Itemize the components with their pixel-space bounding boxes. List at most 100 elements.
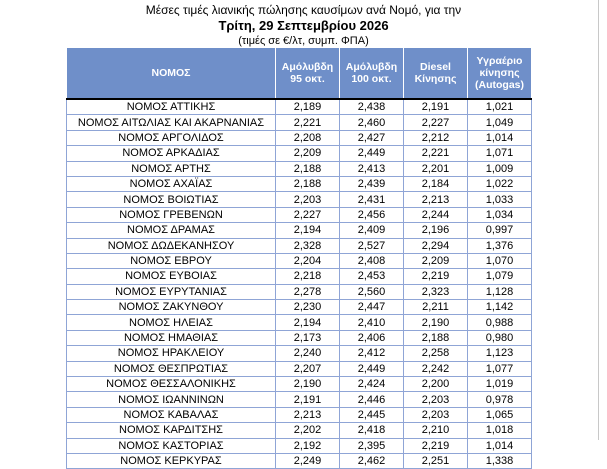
cell-unleaded-95: 2,202 [275,422,340,439]
cell-nomos: ΝΟΜΟΣ ΗΛΕΙΑΣ [66,314,276,331]
cell-diesel: 2,227 [403,114,468,131]
cell-unleaded-100: 2,447 [339,299,404,316]
fuel-prices-table: ΝΟΜΟΣ Αμόλυβδη 95 οκτ. Αμόλυβδη 100 οκτ.… [66,47,532,469]
cell-autogas: 1,034 [467,207,532,224]
cell-autogas: 1,021 [467,98,532,116]
cell-unleaded-95: 2,173 [275,330,340,347]
cell-diesel: 2,242 [403,361,468,378]
table-row: ΝΟΜΟΣ ΗΜΑΘΙΑΣ 2,173 2,406 2,188 0,980 [66,330,532,347]
cell-diesel: 2,210 [403,422,468,439]
table-row: ΝΟΜΟΣ ΕΒΡΟΥ 2,204 2,408 2,209 1,070 [66,253,532,270]
cell-autogas: 0,997 [467,222,532,239]
cell-diesel: 2,203 [403,391,468,408]
cell-unleaded-95: 2,209 [275,145,340,162]
cell-unleaded-95: 2,208 [275,130,340,147]
cell-diesel: 2,191 [403,98,468,116]
cell-autogas: 1,376 [467,238,532,254]
cell-unleaded-100: 2,449 [339,145,404,162]
cell-unleaded-100: 2,395 [339,438,404,454]
cell-diesel: 2,323 [403,284,468,301]
cell-unleaded-100: 2,446 [339,391,404,408]
cell-autogas: 1,142 [467,299,532,316]
cell-unleaded-95: 2,190 [275,376,340,393]
cell-diesel: 2,201 [403,161,468,177]
cell-nomos: ΝΟΜΟΣ ΖΑΚΥΝΘΟΥ [66,299,276,316]
table-row: ΝΟΜΟΣ ΚΑΒΑΛΑΣ 2,213 2,445 2,203 1,065 [66,407,532,424]
cell-nomos: ΝΟΜΟΣ ΑΡΤΗΣ [66,161,276,177]
cell-unleaded-95: 2,328 [275,238,340,254]
cell-unleaded-100: 2,410 [339,314,404,331]
cell-autogas: 1,070 [467,253,532,270]
cell-autogas: 1,079 [467,268,532,285]
cell-autogas: 1,022 [467,176,532,193]
table-row: ΝΟΜΟΣ ΙΩΑΝΝΙΝΩΝ 2,191 2,446 2,203 0,978 [66,391,532,408]
table-row: ΝΟΜΟΣ ΔΩΔΕΚΑΝΗΣΟΥ 2,328 2,527 2,294 1,376 [66,238,532,254]
table-row: ΝΟΜΟΣ ΚΕΡΚΥΡΑΣ 2,249 2,462 2,251 1,338 [66,453,532,469]
cell-diesel: 2,190 [403,314,468,331]
table-row: ΝΟΜΟΣ ΓΡΕΒΕΝΩΝ 2,227 2,456 2,244 1,034 [66,207,532,224]
cell-diesel: 2,244 [403,207,468,224]
cell-diesel: 2,294 [403,238,468,254]
cell-unleaded-100: 2,449 [339,361,404,378]
cell-diesel: 2,251 [403,453,468,469]
cell-nomos: ΝΟΜΟΣ ΑΡΚΑΔΙΑΣ [66,145,276,162]
table-row: ΝΟΜΟΣ ΑΡΚΑΔΙΑΣ 2,209 2,449 2,221 1,071 [66,145,532,162]
cell-nomos: ΝΟΜΟΣ ΗΡΑΚΛΕΙΟΥ [66,345,276,362]
cell-nomos: ΝΟΜΟΣ ΕΥΡΥΤΑΝΙΑΣ [66,284,276,301]
col-header-nomos: ΝΟΜΟΣ [66,47,276,100]
cell-unleaded-95: 2,192 [275,438,340,454]
cell-nomos: ΝΟΜΟΣ ΕΥΒΟΙΑΣ [66,268,276,285]
cell-unleaded-100: 2,408 [339,253,404,270]
title-units: (τιμές σε €/λτ, συμπ. ΦΠΑ) [238,35,369,47]
cell-unleaded-95: 2,194 [275,314,340,331]
col-header-autogas: Υγραέριο κίνησης (Autogas) [467,47,532,100]
cell-nomos: ΝΟΜΟΣ ΚΑΒΑΛΑΣ [66,407,276,424]
cell-nomos: ΝΟΜΟΣ ΚΑΡΔΙΤΣΗΣ [66,422,276,439]
cell-nomos: ΝΟΜΟΣ ΙΩΑΝΝΙΝΩΝ [66,391,276,408]
cell-unleaded-100: 2,560 [339,284,404,301]
cell-unleaded-95: 2,204 [275,253,340,270]
cell-nomos: ΝΟΜΟΣ ΑΡΓΟΛΙΔΟΣ [66,130,276,147]
table-row: ΝΟΜΟΣ ΚΑΣΤΟΡΙΑΣ 2,192 2,395 2,219 1,014 [66,438,532,454]
cell-nomos: ΝΟΜΟΣ ΔΡΑΜΑΣ [66,222,276,239]
cell-nomos: ΝΟΜΟΣ ΒΟΙΩΤΙΑΣ [66,191,276,208]
cell-diesel: 2,196 [403,222,468,239]
cell-unleaded-100: 2,409 [339,222,404,239]
cell-nomos: ΝΟΜΟΣ ΑΧΑΪΑΣ [66,176,276,193]
table-row: ΝΟΜΟΣ ΗΛΕΙΑΣ 2,194 2,410 2,190 0,988 [66,314,532,331]
cell-autogas: 1,014 [467,130,532,147]
cell-nomos: ΝΟΜΟΣ ΚΕΡΚΥΡΑΣ [66,453,276,469]
table-row: ΝΟΜΟΣ ΒΟΙΩΤΙΑΣ 2,203 2,431 2,213 1,033 [66,191,532,208]
cell-unleaded-95: 2,240 [275,345,340,362]
cell-autogas: 1,014 [467,438,532,454]
cell-diesel: 2,184 [403,176,468,193]
cell-unleaded-95: 2,188 [275,176,340,193]
cell-unleaded-100: 2,445 [339,407,404,424]
cell-diesel: 2,200 [403,376,468,393]
cell-unleaded-100: 2,427 [339,130,404,147]
cell-autogas: 1,009 [467,161,532,177]
cell-unleaded-100: 2,412 [339,345,404,362]
cell-nomos: ΝΟΜΟΣ ΑΤΤΙΚΗΣ [66,98,276,116]
cell-unleaded-95: 2,207 [275,361,340,378]
page-edge-divider [598,0,599,440]
table-body: ΝΟΜΟΣ ΑΤΤΙΚΗΣ 2,189 2,438 2,191 1,021 ΝΟΜΟΣ Α… [66,98,532,469]
cell-autogas: 1,077 [467,361,532,378]
cell-autogas: 1,071 [467,145,532,162]
cell-autogas: 1,338 [467,453,532,469]
cell-unleaded-95: 2,191 [275,391,340,408]
table-row: ΝΟΜΟΣ ΑΡΓΟΛΙΔΟΣ 2,208 2,427 2,212 1,014 [66,130,532,147]
cell-diesel: 2,219 [403,438,468,454]
table-row: ΝΟΜΟΣ ΚΑΡΔΙΤΣΗΣ 2,202 2,418 2,210 1,018 [66,422,532,439]
cell-unleaded-100: 2,527 [339,238,404,254]
cell-unleaded-95: 2,221 [275,114,340,131]
cell-unleaded-95: 2,189 [275,98,340,116]
cell-diesel: 2,211 [403,299,468,316]
table-row: ΝΟΜΟΣ ΕΥΡΥΤΑΝΙΑΣ 2,278 2,560 2,323 1,128 [66,284,532,301]
table-row: ΝΟΜΟΣ ΕΥΒΟΙΑΣ 2,218 2,453 2,219 1,079 [66,268,532,285]
cell-diesel: 2,188 [403,330,468,347]
cell-unleaded-95: 2,278 [275,284,340,301]
cell-nomos: ΝΟΜΟΣ ΑΙΤΩΛΙΑΣ ΚΑΙ ΑΚΑΡΝΑΝΙΑΣ [66,114,276,131]
cell-diesel: 2,209 [403,253,468,270]
cell-autogas: 1,065 [467,407,532,424]
